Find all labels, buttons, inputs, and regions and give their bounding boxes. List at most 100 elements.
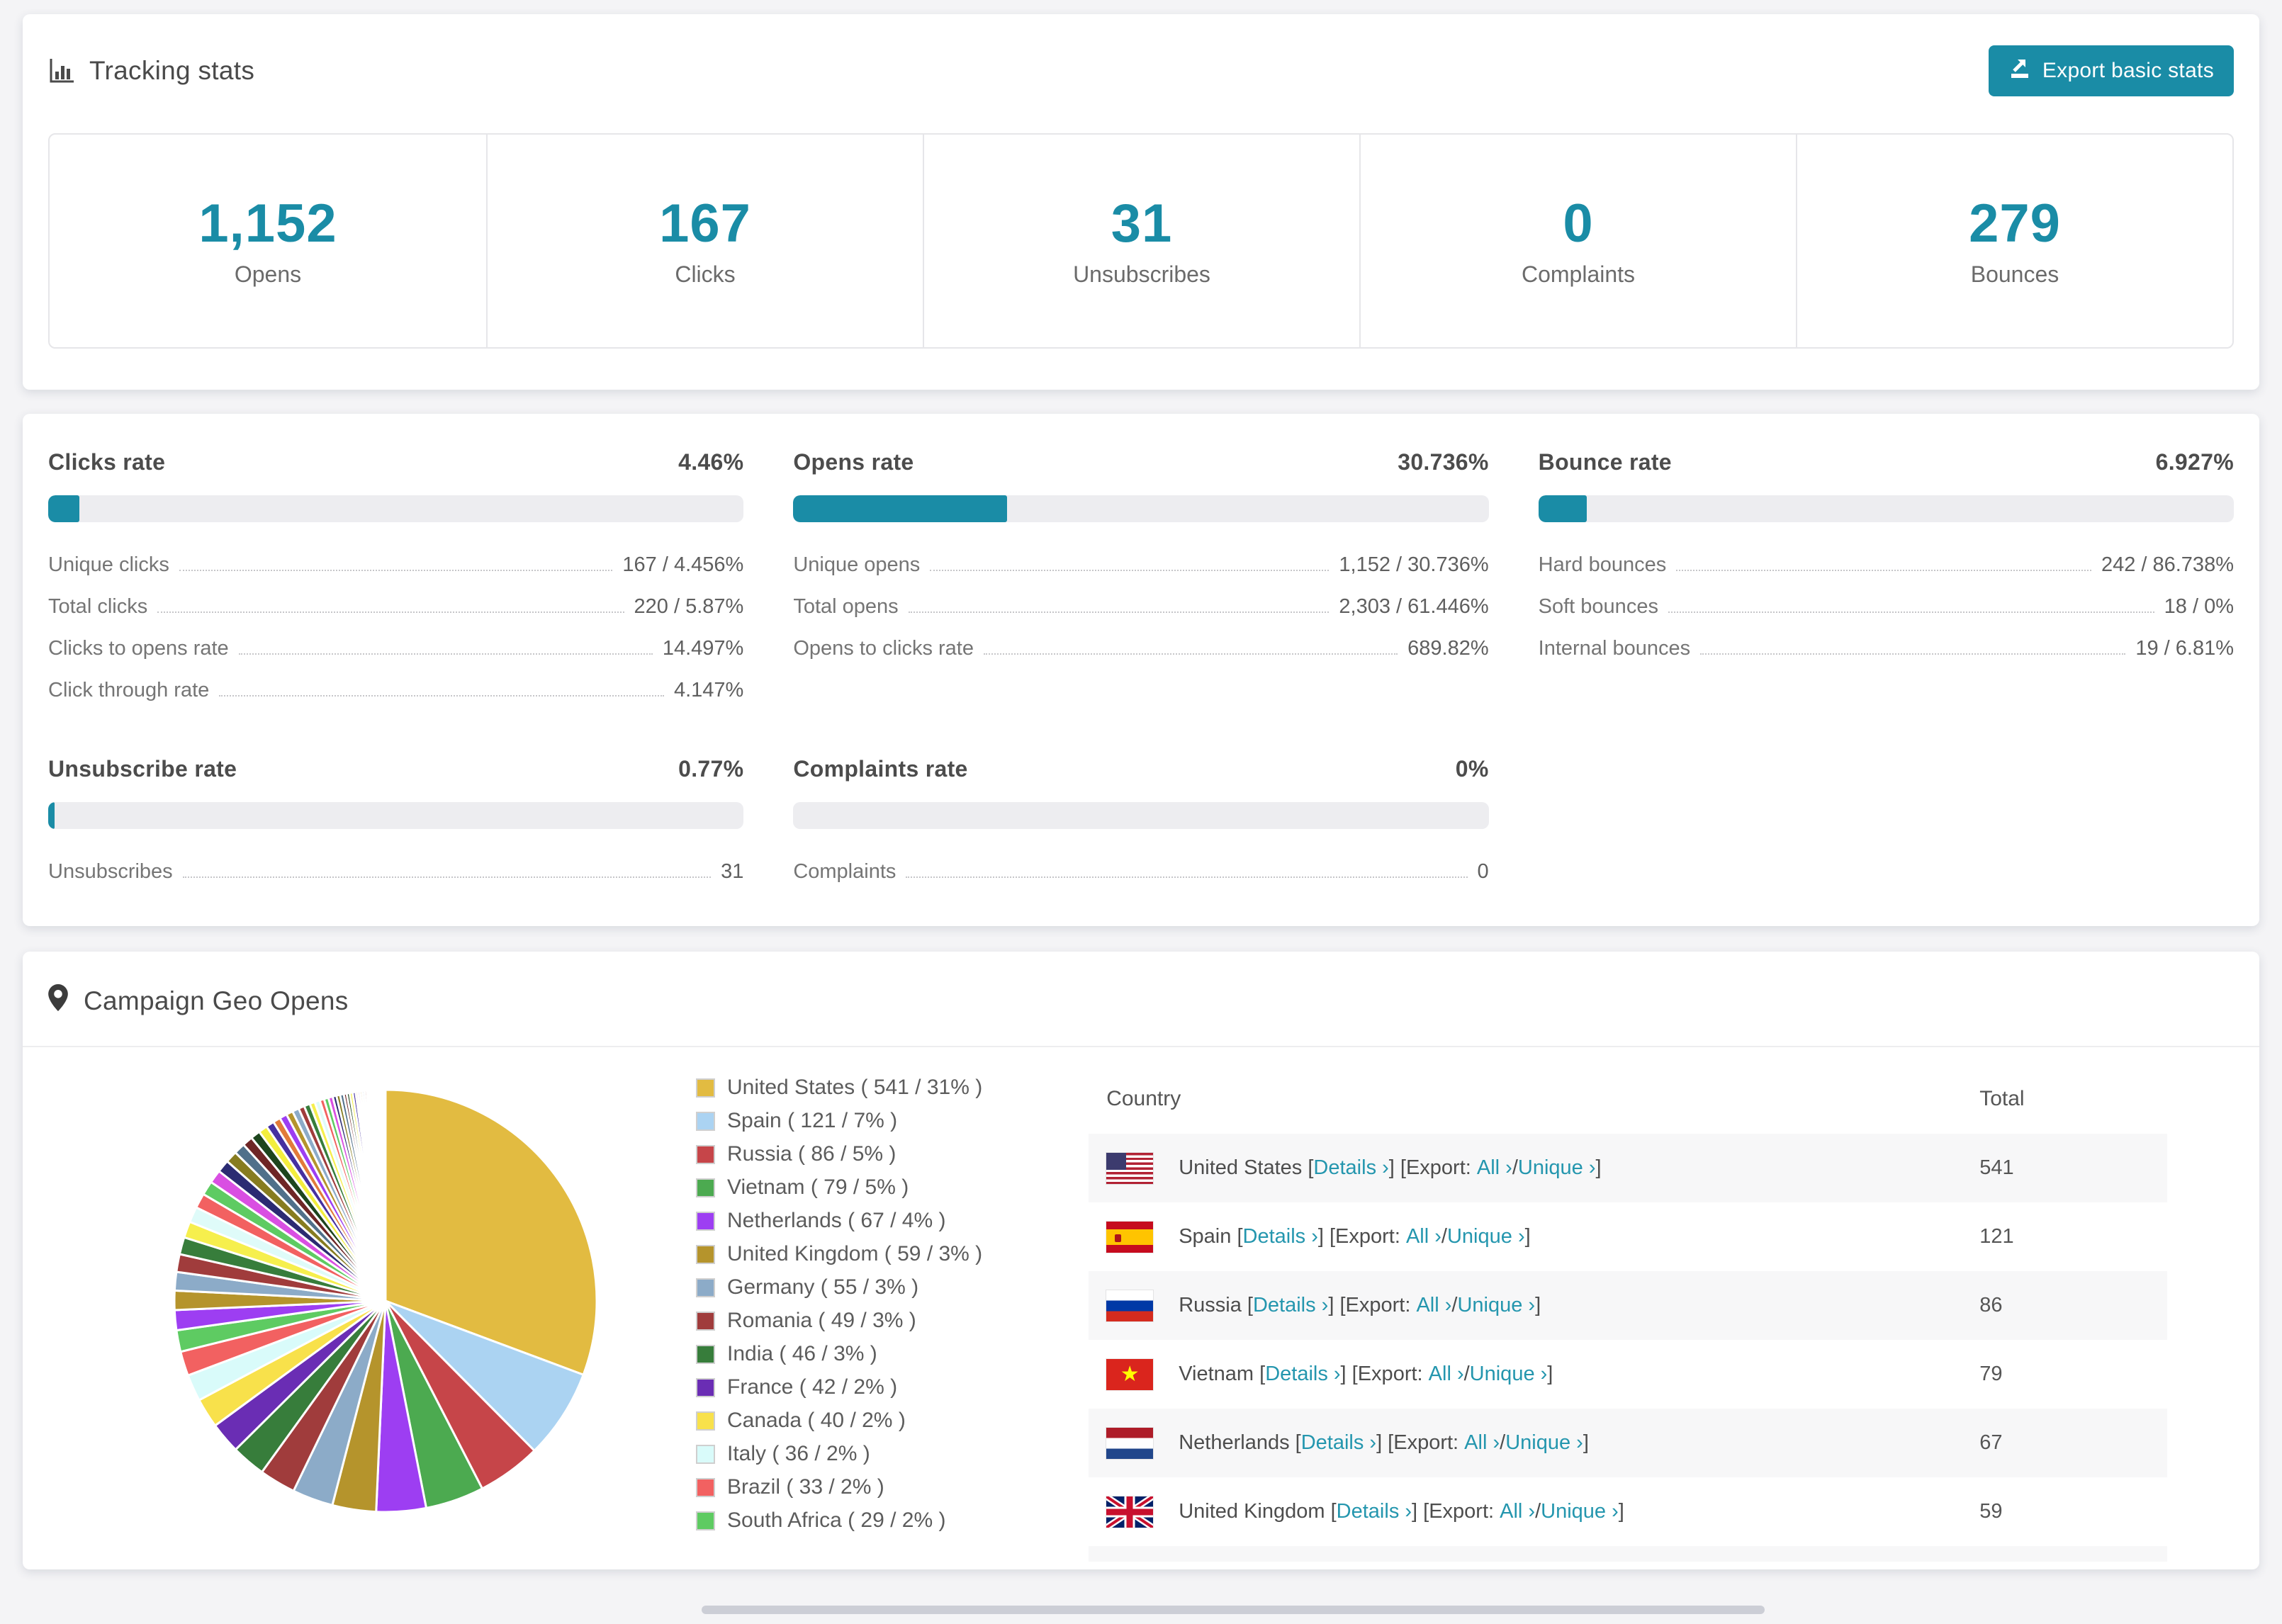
rate-title: Unsubscribe rate [48,756,237,782]
stat-row-value: 31 [721,860,744,883]
export-all-link[interactable]: All › [1500,1500,1536,1523]
export-basic-stats-button[interactable]: Export basic stats [1988,45,2234,96]
geo-table: Country Total United States [Details ›] … [1089,1066,2168,1562]
export-unique-link[interactable]: Unique › [1505,1431,1583,1454]
legend-item-romania[interactable]: Romania ( 49 / 3% ) [696,1309,982,1333]
rate-block-unsubscribe-rate: Unsubscribe rate 0.77% Unsubscribes 31 [48,756,744,884]
legend-color-swatch [696,1078,715,1098]
details-link[interactable]: Details › [1313,1156,1389,1179]
dotted-leader [219,695,664,697]
legend-color-swatch [696,1444,715,1464]
details-link[interactable]: Details › [1252,1294,1329,1316]
bracket: ] [Export: [1340,1363,1429,1385]
legend-item-brazil[interactable]: Brazil ( 33 / 2% ) [696,1475,982,1499]
stat-row: Total opens 2,303 / 61.446% [793,595,1488,619]
details-link[interactable]: Details › [1336,1500,1412,1523]
export-icon [2008,57,2031,85]
rate-title: Complaints rate [793,756,968,782]
rate-block-bounce-rate: Bounce rate 6.927% Hard bounces 242 / 86… [1538,449,2234,702]
rates-grid: Clicks rate 4.46% Unique clicks 167 / 4.… [48,449,2234,884]
legend-color-swatch [696,1144,715,1164]
rate-value: 4.46% [678,449,744,475]
export-all-link[interactable]: All › [1476,1156,1512,1179]
export-unique-link[interactable]: Unique › [1541,1500,1619,1523]
legend-item-united-kingdom[interactable]: United Kingdom ( 59 / 3% ) [696,1242,982,1266]
summary-value: 167 [659,193,751,254]
geo-opens-header: Campaign Geo Opens [23,952,2259,1047]
flag-nl [1106,1426,1154,1460]
export-all-link[interactable]: All › [1416,1294,1452,1316]
export-all-link[interactable]: All › [1405,1225,1441,1248]
geo-table-row-us: United States [Details ›] [Export: All ›… [1089,1134,2168,1202]
legend-label: United States ( 541 / 31% ) [727,1076,983,1099]
legend-color-swatch [696,1211,715,1231]
stat-row-label: Internal bounces [1538,637,1691,660]
export-unique-link[interactable]: Unique › [1457,1294,1536,1316]
total-cell: 541 [1979,1156,2014,1179]
stat-row-label: Soft bounces [1538,595,1658,618]
export-unique-link[interactable]: Unique › [1517,1156,1596,1179]
details-link[interactable]: Details › [1265,1363,1341,1385]
bracket: ] [1547,1363,1553,1385]
legend-item-canada[interactable]: Canada ( 40 / 2% ) [696,1409,982,1433]
geo-opens-card: Campaign Geo Opens United States ( 541 /… [23,952,2259,1569]
country-cell: Russia [Details ›] [Export: All › / Uniq… [1106,1289,1979,1322]
stat-row-label: Hard bounces [1538,553,1667,576]
details-link[interactable]: Details › [1242,1225,1318,1248]
dotted-leader [182,876,712,878]
slash: / [1451,1294,1458,1316]
legend-color-swatch [696,1111,715,1131]
export-unique-link[interactable]: Unique › [1469,1363,1548,1385]
rate-progress-fill [48,802,55,829]
country-name: Russia [1179,1294,1247,1316]
export-all-link[interactable]: All › [1428,1363,1464,1385]
legend-item-italy[interactable]: Italy ( 36 / 2% ) [696,1442,982,1466]
bracket: ] [1535,1294,1541,1316]
geo-table-rows: United States [Details ›] [Export: All ›… [1089,1134,2168,1562]
export-all-link[interactable]: All › [1464,1431,1500,1454]
rate-title: Clicks rate [48,449,166,475]
details-link[interactable]: Details › [1300,1431,1377,1454]
flag-es [1106,1220,1154,1253]
stat-row-value: 19 / 6.81% [2135,637,2234,660]
legend-item-united-states[interactable]: United States ( 541 / 31% ) [696,1076,982,1100]
stat-row: Clicks to opens rate 14.497% [48,637,743,660]
legend-item-india[interactable]: India ( 46 / 3% ) [696,1342,982,1366]
summary-label: Unsubscribes [1073,261,1210,287]
dotted-leader [238,653,653,655]
geo-table-row-nl: Netherlands [Details ›] [Export: All › /… [1089,1409,2168,1477]
legend-item-netherlands[interactable]: Netherlands ( 67 / 4% ) [696,1209,982,1233]
total-cell: 121 [1979,1225,2014,1248]
horizontal-scrollbar-thumb[interactable] [702,1606,1765,1614]
legend-item-spain[interactable]: Spain ( 121 / 7% ) [696,1109,982,1133]
stat-row-value: 4.147% [673,679,744,701]
legend-item-south-africa[interactable]: South Africa ( 29 / 2% ) [696,1509,982,1533]
summary-stat-complaints: 0 Complaints [1359,135,1796,347]
geo-pie-chart [166,1081,605,1521]
dotted-leader [1700,653,2126,655]
bracket: ] [Export: [1328,1294,1417,1316]
legend-item-france[interactable]: France ( 42 / 2% ) [696,1375,982,1399]
stat-row-value: 220 / 5.87% [634,595,744,618]
stat-row-value: 2,303 / 61.446% [1339,595,1489,618]
legend-item-russia[interactable]: Russia ( 86 / 5% ) [696,1142,982,1166]
country-name: Netherlands [1179,1431,1295,1454]
legend-item-vietnam[interactable]: Vietnam ( 79 / 5% ) [696,1175,982,1200]
legend-label: Vietnam ( 79 / 5% ) [727,1175,909,1199]
dotted-leader [930,570,1330,571]
total-cell: 67 [1979,1431,2003,1454]
tracking-stats-card: Tracking stats Export basic stats 1,152 … [23,14,2259,390]
country-cell: Netherlands [Details ›] [Export: All › /… [1106,1426,1979,1460]
bracket: [ [1330,1500,1337,1523]
bracket: ] [1524,1225,1531,1248]
geo-opens-body: United States ( 541 / 31% ) Spain ( 121 … [23,1047,2259,1562]
dotted-leader [906,876,1468,878]
country-cell: ★ Vietnam [Details ›] [Export: All › / U… [1106,1358,1979,1391]
summary-label: Complaints [1521,261,1636,287]
stat-row-label: Click through rate [48,679,210,701]
stat-row-value: 242 / 86.738% [2101,553,2234,576]
export-unique-link[interactable]: Unique › [1446,1225,1525,1248]
legend-label: Spain ( 121 / 7% ) [727,1109,898,1132]
legend-item-germany[interactable]: Germany ( 55 / 3% ) [696,1275,982,1299]
stat-row: Hard bounces 242 / 86.738% [1539,553,2234,577]
